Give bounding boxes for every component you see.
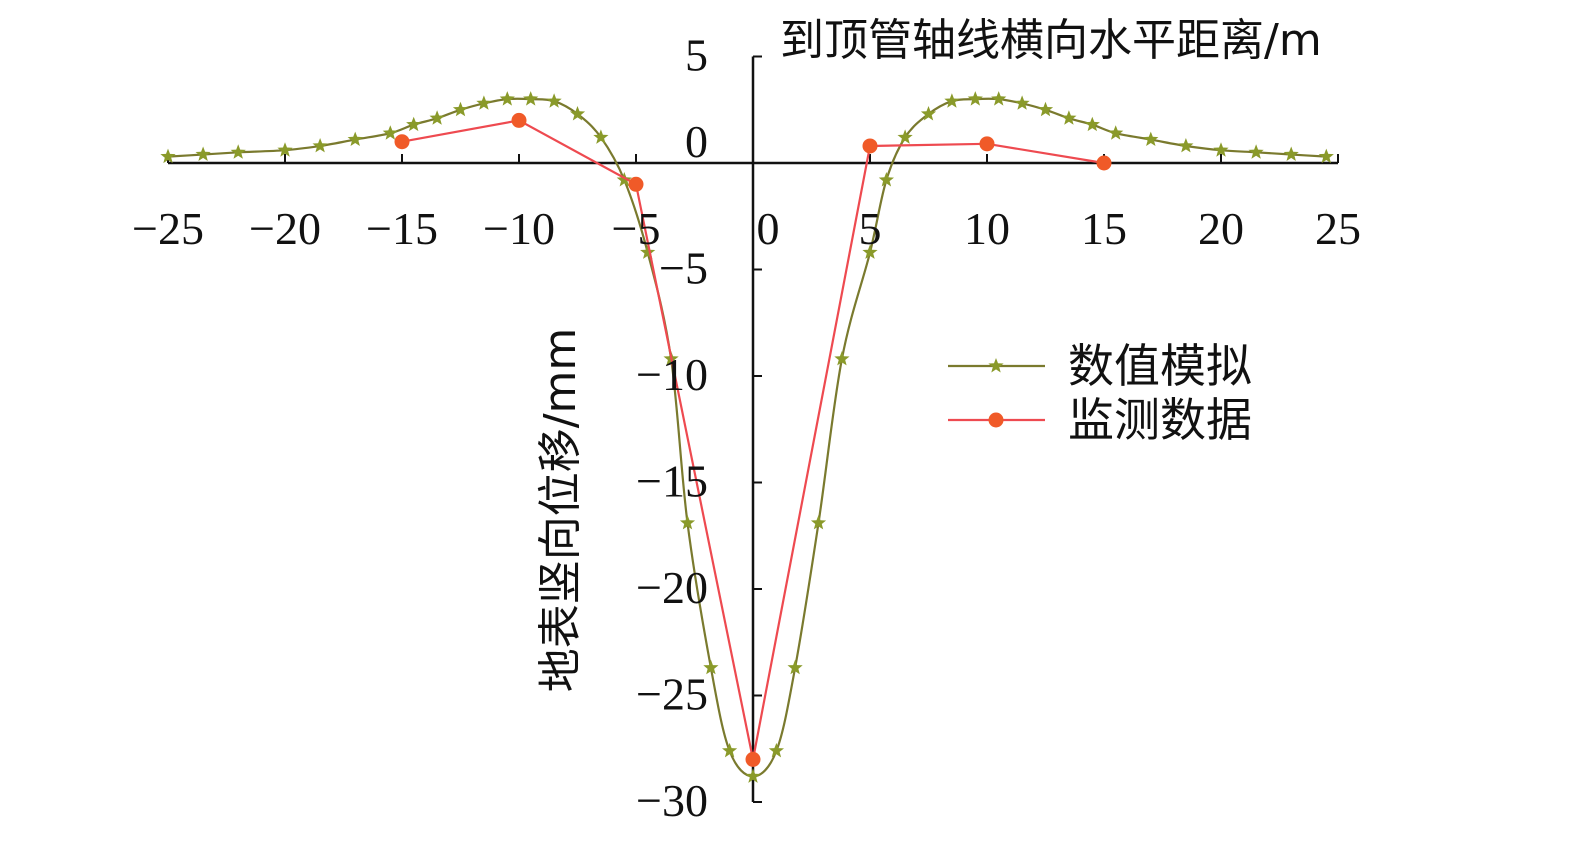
series-2-point (745, 751, 761, 767)
x-tick-label: 20 (1198, 203, 1244, 254)
series-1-point (452, 101, 469, 117)
series-2-point (862, 138, 878, 154)
y-axis-title: 地表竖向位移/mm (535, 328, 586, 693)
y-tick-label: −15 (636, 456, 708, 507)
series-1-point (347, 131, 363, 146)
series-1-point (722, 742, 738, 758)
legend-marker-1 (988, 358, 1004, 373)
y-tick-label: −10 (636, 349, 708, 400)
x-tick-label: 25 (1315, 203, 1361, 254)
labels-layer: −25 −20 −15 −10 −5 0 5 10 15 20 25 5 0 −5 −10 −15 −20 −25… (132, 30, 1361, 827)
series-layer (160, 91, 1334, 783)
series-1-point (1084, 116, 1100, 132)
series-1-point (476, 95, 492, 110)
series-2-point (979, 136, 995, 152)
series-1-point (862, 244, 878, 259)
x-tick-label: −25 (132, 203, 204, 254)
series-2-point (1096, 155, 1112, 171)
series-1-point (429, 110, 445, 125)
x-tick-label: 10 (964, 203, 1010, 254)
series-1-point (745, 768, 761, 783)
series-1-point (546, 93, 562, 108)
series-1-point (944, 93, 960, 108)
series-1-point (768, 742, 784, 758)
series-1-point (1178, 138, 1194, 153)
series-1-point (878, 172, 894, 187)
series-1-point (1108, 125, 1124, 140)
series-1-point (230, 144, 246, 159)
series-1-point (1248, 144, 1264, 159)
series-1-point (593, 129, 609, 144)
series-1-point (967, 91, 983, 106)
series-1-point (569, 106, 586, 121)
series-1-point (787, 659, 803, 675)
y-tick-label: −25 (636, 669, 708, 720)
series-2-point (628, 176, 644, 192)
x-axis-title: 到顶管轴线横向水平距离/m (780, 15, 1322, 66)
y-tick-label: 5 (685, 30, 708, 81)
series-1-point (616, 172, 632, 187)
series-1-point (640, 244, 656, 259)
series-1-point (991, 91, 1007, 106)
series-1-point (679, 515, 696, 530)
y-tick-label: −20 (636, 562, 708, 613)
y-tick-label: −5 (659, 243, 708, 294)
legend-label-1: 数值模拟 (1068, 339, 1252, 393)
x-tick-label: 15 (1081, 203, 1127, 254)
series-1-point (920, 106, 937, 121)
y-tick-label: 0 (685, 116, 708, 167)
y-tick-label: −30 (636, 775, 708, 826)
series-1-point (1037, 101, 1054, 117)
x-tick-label: −20 (249, 203, 321, 254)
series-1-point (703, 659, 719, 675)
series-1-point (312, 138, 328, 153)
series-1-point (160, 148, 176, 164)
x-tick-label: −10 (483, 203, 555, 254)
legend-marker-2 (988, 412, 1004, 428)
series-1-point (1213, 142, 1229, 157)
series-1-point (406, 116, 422, 132)
series-1-point (277, 142, 293, 157)
x-tick-label: 0 (757, 203, 780, 254)
series-1-point (1061, 110, 1077, 125)
series-1-point (897, 129, 913, 144)
series-1-point (499, 91, 515, 106)
series-1-point (810, 515, 827, 530)
series-1-point (1283, 146, 1299, 161)
x-tick-label: −15 (366, 203, 438, 254)
series-1-point (382, 125, 398, 140)
series-1-point (834, 351, 850, 366)
series-1-point (523, 91, 539, 106)
x-tick-label: 5 (859, 203, 882, 254)
x-tick-label: −5 (612, 203, 661, 254)
series-1-point (195, 146, 211, 161)
series-1-point (1318, 148, 1334, 164)
series-2-point (511, 112, 527, 128)
axes (167, 55, 1339, 803)
series-1-point (1143, 131, 1159, 146)
series-1-point (1014, 95, 1030, 110)
legend-label-2: 监测数据 (1068, 393, 1252, 447)
series-2-point (394, 134, 410, 150)
